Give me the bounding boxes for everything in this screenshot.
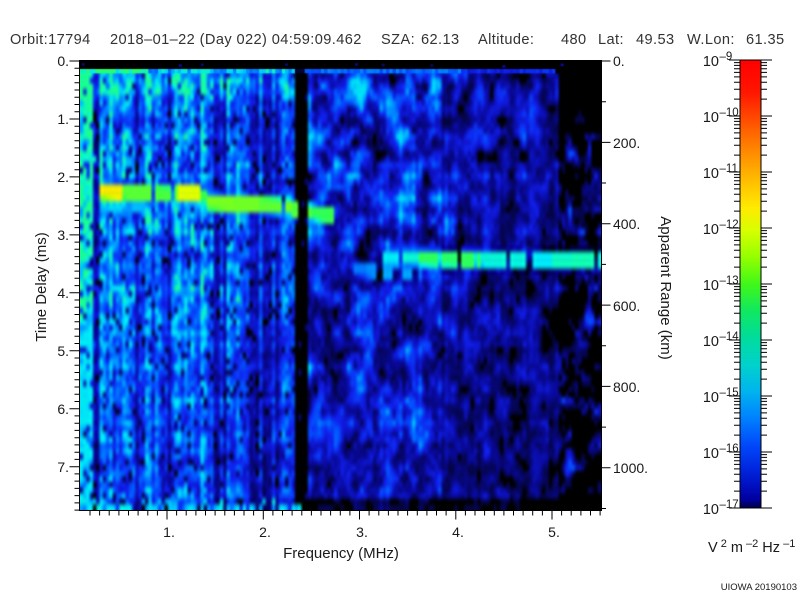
svg-text:3.: 3.: [356, 524, 368, 540]
svg-text:V 2 m –2 Hz –1: V 2 m –2 Hz –1: [708, 538, 795, 556]
svg-text:2.: 2.: [57, 169, 69, 185]
svg-text:10: 10: [703, 166, 719, 182]
svg-text:0.: 0.: [57, 53, 69, 69]
svg-text:–15: –15: [720, 387, 739, 399]
svg-text:800.: 800.: [613, 379, 640, 395]
svg-text:Frequency (MHz): Frequency (MHz): [283, 545, 399, 562]
svg-text:–12: –12: [720, 219, 739, 231]
svg-text:–17: –17: [720, 499, 739, 511]
svg-text:10: 10: [703, 278, 719, 294]
svg-text:1000.: 1000.: [613, 460, 648, 476]
svg-text:Time Delay (ms): Time Delay (ms): [33, 232, 50, 341]
svg-text:10: 10: [703, 502, 719, 518]
svg-text:4.: 4.: [57, 285, 69, 301]
svg-text:5.: 5.: [548, 524, 560, 540]
svg-text:10: 10: [703, 110, 719, 126]
svg-text:4.: 4.: [452, 524, 464, 540]
svg-text:–13: –13: [720, 275, 739, 287]
svg-text:10: 10: [703, 334, 719, 350]
svg-text:5.: 5.: [57, 343, 69, 359]
svg-text:7.: 7.: [57, 459, 69, 475]
svg-text:UIOWA 20190103: UIOWA 20190103: [721, 582, 797, 593]
svg-text:10: 10: [703, 390, 719, 406]
svg-text:1.: 1.: [57, 111, 69, 127]
svg-text:400.: 400.: [613, 216, 640, 232]
svg-text:0.: 0.: [613, 53, 625, 69]
svg-text:–14: –14: [720, 331, 740, 343]
svg-text:–16: –16: [720, 443, 739, 455]
svg-text:–11: –11: [720, 163, 738, 175]
svg-text:6.: 6.: [57, 401, 69, 417]
svg-text:1.: 1.: [163, 524, 175, 540]
svg-text:600.: 600.: [613, 298, 640, 314]
svg-text:200.: 200.: [613, 135, 640, 151]
svg-text:Apparent Range (km): Apparent Range (km): [657, 216, 674, 359]
svg-text:10: 10: [703, 222, 719, 238]
svg-text:2.: 2.: [259, 524, 271, 540]
svg-text:–9: –9: [720, 51, 733, 63]
svg-text:10: 10: [703, 54, 719, 70]
svg-text:–10: –10: [720, 107, 739, 119]
svg-text:3.: 3.: [57, 227, 69, 243]
svg-text:10: 10: [703, 446, 719, 462]
